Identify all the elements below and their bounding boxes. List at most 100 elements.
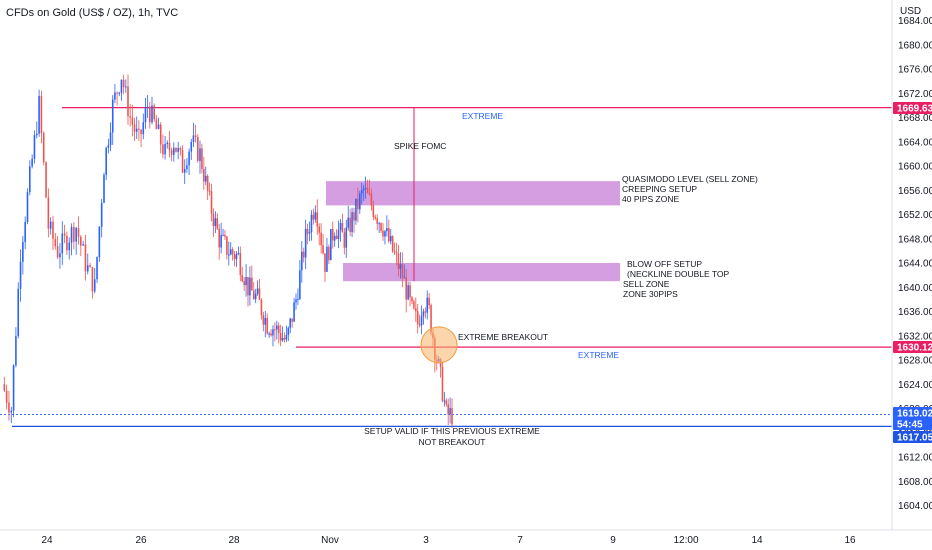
candle-body xyxy=(201,148,203,170)
price-tag-bg xyxy=(893,431,932,443)
y-tick-label: 1628.00 xyxy=(898,356,932,367)
candle-body xyxy=(258,288,261,300)
price-axis[interactable]: 1604.001608.001612.001616.001620.001624.… xyxy=(898,16,932,512)
candle-body xyxy=(40,96,43,134)
candle-body xyxy=(279,332,282,341)
candle-body xyxy=(297,298,299,300)
candle-body xyxy=(316,212,319,227)
candle-body xyxy=(270,333,272,336)
candle-body xyxy=(89,265,91,268)
price-tag: 1617.05 xyxy=(893,431,932,444)
candle-body xyxy=(153,105,155,120)
y-tick-label: 1660.00 xyxy=(898,162,932,173)
candle-body xyxy=(22,241,24,262)
candle-body xyxy=(59,253,61,258)
price-tag: 1669.63 xyxy=(893,102,932,115)
candle-body xyxy=(268,333,270,335)
candle-body xyxy=(293,302,295,322)
candle-body xyxy=(122,79,125,88)
candle-body xyxy=(96,257,98,280)
candle-body xyxy=(228,254,230,256)
candle-body xyxy=(449,408,451,415)
candle-body xyxy=(206,175,209,191)
candle-body xyxy=(314,212,317,220)
candle-body xyxy=(120,79,123,93)
price-tag: 1630.12 xyxy=(893,341,932,354)
candle-body xyxy=(256,288,259,294)
candle-body xyxy=(339,223,342,230)
candle-body xyxy=(422,311,425,317)
candle-body xyxy=(272,329,274,336)
candle-body xyxy=(24,222,26,242)
candle-body xyxy=(131,117,134,125)
candle-body xyxy=(125,86,127,88)
zone-label: ZONE 30PIPS xyxy=(623,289,678,299)
y-tick-label: 1608.00 xyxy=(898,477,932,488)
price-tag-bg xyxy=(893,102,932,114)
candle-body xyxy=(63,233,66,236)
candle-body xyxy=(418,324,421,326)
candle-body xyxy=(345,227,348,248)
candle-body xyxy=(159,124,162,145)
candle-body xyxy=(281,337,284,341)
y-tick-label: 1612.00 xyxy=(898,453,932,464)
time-axis[interactable]: 24 26 28 Nov 3 7 9 12:00 14 16 xyxy=(41,535,856,546)
sell-zone xyxy=(343,263,620,282)
candle-body xyxy=(399,264,402,269)
candle-body xyxy=(331,229,334,241)
price-tag-bg xyxy=(893,418,932,430)
candle-body xyxy=(49,221,52,229)
candle-body xyxy=(33,135,36,159)
candle-body xyxy=(29,166,31,193)
candle-body xyxy=(386,228,388,232)
candle-body xyxy=(177,148,179,152)
candle-body xyxy=(341,223,344,233)
x-tick-label: 26 xyxy=(135,535,147,546)
candle-body xyxy=(289,318,292,328)
candle-body xyxy=(328,246,330,261)
candle-body xyxy=(389,236,392,242)
candle-body xyxy=(283,337,286,340)
chart-title: CFDs on Gold (US$ / OZ), 1h, TVC xyxy=(6,7,178,19)
candle-body xyxy=(415,308,417,312)
candle-body xyxy=(243,281,245,286)
candle-body xyxy=(155,119,158,129)
candle-body xyxy=(111,99,114,133)
candle-body xyxy=(138,128,140,130)
x-tick-label: Nov xyxy=(321,535,339,546)
candle-body xyxy=(397,253,400,269)
candle-body xyxy=(443,400,446,402)
candle-body xyxy=(179,148,182,151)
candle-body xyxy=(301,251,303,271)
currency-label: USD xyxy=(900,6,921,17)
candle-body xyxy=(38,96,40,134)
candle-body xyxy=(302,251,305,258)
y-tick-label: 1632.00 xyxy=(898,331,932,342)
candle-body xyxy=(204,175,207,182)
candle-body xyxy=(430,305,432,333)
candle-body xyxy=(212,213,215,227)
price-tag-bg xyxy=(893,341,932,353)
candle-body xyxy=(26,192,29,223)
zone-label: 40 PIPS ZONE xyxy=(622,194,679,204)
candle-body xyxy=(251,277,253,291)
candle-body xyxy=(299,270,301,299)
candle-body xyxy=(224,234,226,237)
candle-body xyxy=(93,279,96,292)
y-tick-label: 1656.00 xyxy=(898,186,932,197)
candle-body xyxy=(199,148,201,161)
candle-body xyxy=(424,311,427,313)
candle-body xyxy=(214,218,217,227)
candle-body xyxy=(405,277,407,300)
spike-fomc-label: SPIKE FOMC xyxy=(394,141,446,151)
candle-body xyxy=(277,325,280,333)
candle-body xyxy=(326,246,328,272)
zones-layer xyxy=(326,181,620,282)
candle-body xyxy=(401,264,404,278)
candle-body xyxy=(175,147,177,152)
y-tick-label: 1636.00 xyxy=(898,307,932,318)
candles-layer xyxy=(3,74,453,428)
candle-body xyxy=(114,92,116,100)
